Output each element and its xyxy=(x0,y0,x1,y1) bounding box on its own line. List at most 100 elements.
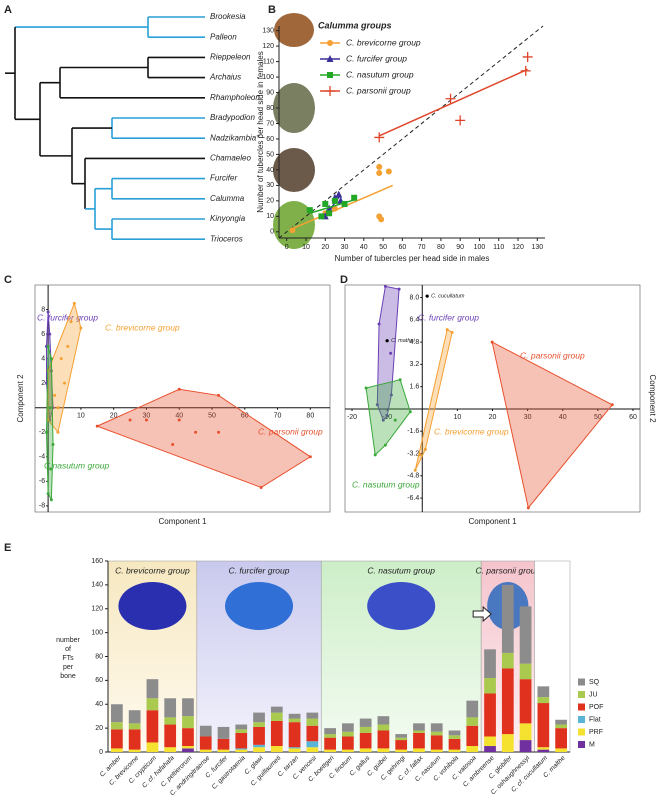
bar-segment xyxy=(182,716,194,729)
bar-segment xyxy=(519,663,532,680)
bar-segment xyxy=(413,748,425,752)
point xyxy=(398,378,402,382)
point xyxy=(318,213,325,220)
point xyxy=(381,418,385,422)
bar-segment xyxy=(128,749,141,752)
y-axis-label: Number of tubercles per head side in fem… xyxy=(256,51,265,212)
bar-segment xyxy=(377,748,390,752)
y-tick-label: 10 xyxy=(266,213,274,220)
panel-label: E xyxy=(4,542,11,554)
point xyxy=(217,430,221,434)
x-tick-label: 10 xyxy=(302,244,310,251)
bar-segment xyxy=(359,718,372,727)
point xyxy=(56,406,60,410)
bar-segment xyxy=(324,728,336,735)
bar-segment xyxy=(555,719,567,725)
bar-segment xyxy=(537,749,550,752)
point xyxy=(322,200,329,207)
point xyxy=(383,284,387,288)
bar-segment xyxy=(395,737,408,741)
bar-segment xyxy=(199,725,212,737)
taxon-label: Furcifer xyxy=(210,174,237,183)
bar-segment xyxy=(306,741,319,748)
y-tick-label: -6 xyxy=(39,478,45,485)
point xyxy=(375,403,379,407)
point xyxy=(49,357,53,361)
bar-segment xyxy=(164,747,177,752)
bar-segment xyxy=(235,732,248,749)
taxon-label: Chamaeleo xyxy=(210,154,251,163)
legend-swatch xyxy=(578,741,585,748)
y-tick-label: 8 xyxy=(41,306,45,313)
y-axis-label: number xyxy=(56,637,80,644)
bar-segment xyxy=(306,725,319,742)
x-tick-label: 20 xyxy=(110,413,118,420)
bar-segment xyxy=(324,749,336,752)
x-tick-label: 40 xyxy=(559,414,567,421)
y-tick-label: 2 xyxy=(41,380,45,387)
bar-segment xyxy=(537,747,550,750)
x-tick-label: 50 xyxy=(594,414,602,421)
x-tick-label: 60 xyxy=(629,414,637,421)
taxon-label: Nadzikambia* xyxy=(210,133,260,142)
bar-segment xyxy=(306,747,319,752)
point xyxy=(177,387,181,391)
group-label: C.nasutum group xyxy=(44,460,109,470)
x-tick-label: 20 xyxy=(489,414,497,421)
point xyxy=(331,205,338,212)
legend-swatch xyxy=(578,728,585,736)
group-label: C. parsonii group xyxy=(258,426,323,436)
point xyxy=(364,386,368,390)
legend-marker xyxy=(327,72,333,78)
point xyxy=(389,351,393,355)
fit-line xyxy=(378,68,528,137)
bar-segment xyxy=(342,723,354,732)
y-tick-label: 60 xyxy=(95,677,103,684)
group-hull xyxy=(45,346,54,502)
y-tick-label: -4.8 xyxy=(407,473,419,480)
annotation-label: C. cucullatum xyxy=(431,294,465,300)
x-tick-label: 60 xyxy=(241,413,249,420)
group-label: C. furcifer group xyxy=(37,312,98,322)
bar-segment xyxy=(466,717,479,726)
group-label: C. parsonii group xyxy=(475,565,540,575)
group-label: C. nasutum group xyxy=(352,479,420,489)
bar-segment xyxy=(342,731,354,737)
bar-segment xyxy=(253,712,265,723)
bar-segment xyxy=(466,746,479,752)
chameleon-photo xyxy=(273,201,315,249)
bar-segment xyxy=(288,748,301,752)
bar-segment xyxy=(537,697,550,704)
point xyxy=(48,332,52,336)
y-tick-label: -2 xyxy=(39,429,45,436)
bar-segment xyxy=(324,737,336,750)
y-tick-label: 3.2 xyxy=(410,361,420,368)
point xyxy=(63,381,66,385)
bar-segment xyxy=(199,749,212,752)
bar-segment xyxy=(359,726,372,733)
y-tick-label: -4 xyxy=(39,454,45,461)
head-photo xyxy=(118,582,187,630)
bar-segment xyxy=(359,748,372,752)
point xyxy=(376,170,383,177)
point xyxy=(177,418,181,422)
y-tick-label: 40 xyxy=(95,701,103,708)
x-tick-label: 30 xyxy=(143,413,151,420)
group-label: C. brevicorne group xyxy=(434,426,509,436)
bar-segment xyxy=(128,723,141,730)
point xyxy=(341,200,348,207)
point xyxy=(373,453,377,457)
bar-segment xyxy=(235,724,248,730)
legend-swatch xyxy=(578,691,585,698)
point xyxy=(46,492,50,496)
arrow-icon xyxy=(472,605,492,623)
bar-segment xyxy=(235,748,248,750)
bar-segment xyxy=(306,712,319,719)
bar-segment xyxy=(199,736,212,750)
y-tick-label: 120 xyxy=(91,606,103,613)
bar-segment xyxy=(395,734,408,738)
point xyxy=(389,393,393,397)
bar-segment xyxy=(182,748,194,752)
point xyxy=(351,194,358,201)
plot-frame xyxy=(34,284,331,513)
